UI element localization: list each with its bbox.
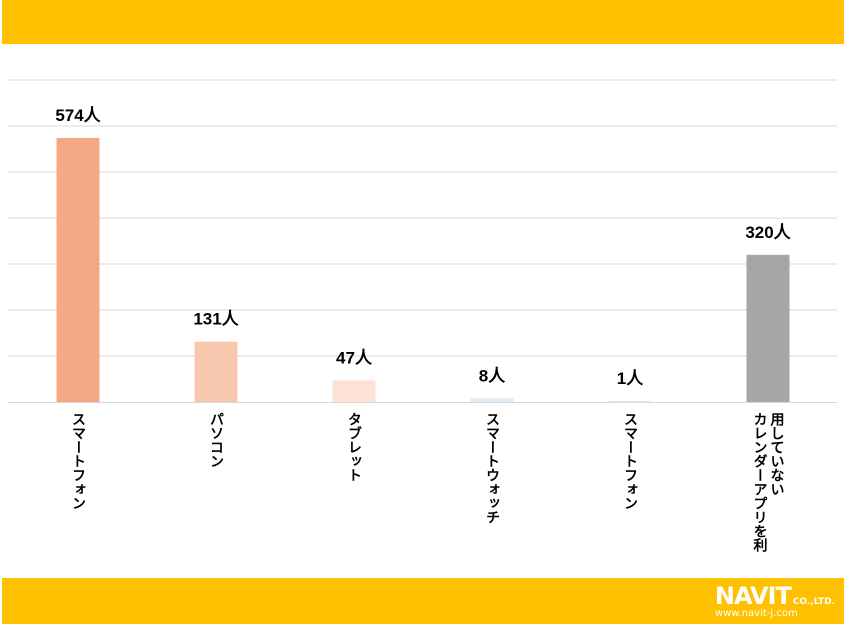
bar [608, 401, 652, 402]
category-label: パソコン [208, 412, 224, 468]
data-label: 8人 [479, 366, 506, 385]
logo-suffix: CO.,LTD. [792, 597, 835, 607]
data-label: 574人 [55, 106, 101, 125]
navit-logo: NAVIT CO.,LTD. www.navit-j.com [715, 584, 835, 619]
category-label: タブレット [346, 412, 362, 482]
bar [746, 254, 790, 402]
data-label: 131人 [193, 310, 239, 329]
category-label: 用していない [769, 412, 785, 496]
data-label: 47人 [336, 348, 373, 367]
category-label: スマートウォッチ [484, 412, 500, 524]
bar [470, 398, 514, 402]
logo-brand: NAVIT [714, 582, 792, 610]
category-label: カレンダーアプリを利 [752, 412, 768, 553]
footer-bar [2, 578, 844, 624]
category-label: スマートフォン [70, 412, 86, 510]
data-label: 1人 [617, 369, 644, 388]
bar [194, 341, 238, 402]
category-label: スマートフォン [622, 412, 638, 510]
header-bar [2, 0, 844, 44]
data-label: 320人 [745, 223, 791, 242]
bar [56, 138, 100, 402]
logo-url: www.navit-j.com [714, 608, 798, 619]
bar [332, 380, 376, 402]
